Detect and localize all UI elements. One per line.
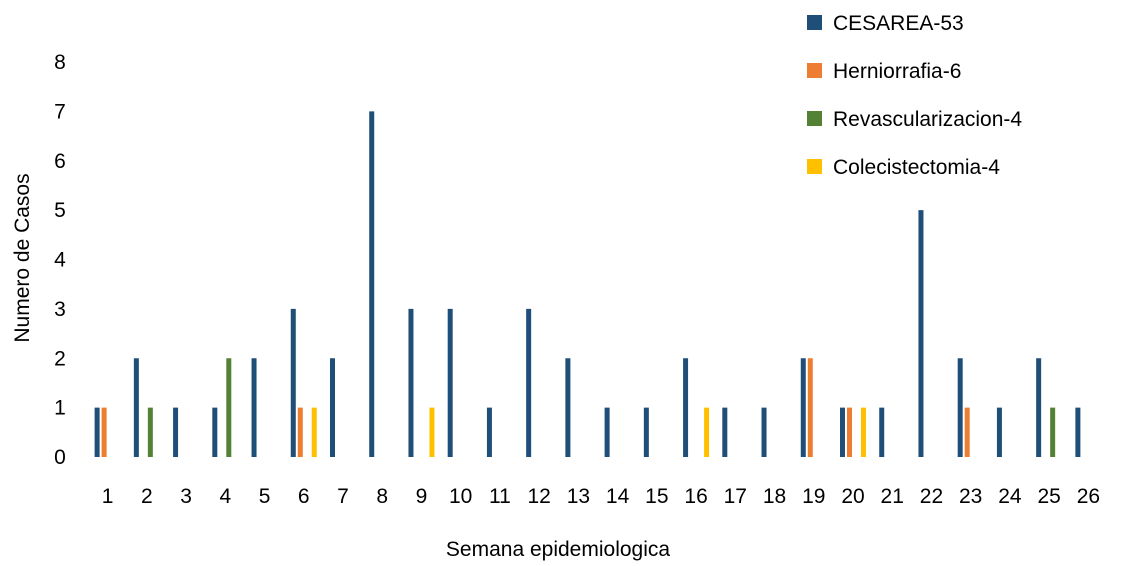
bar-1-week-19 [800,358,806,457]
x-tick-label: 25 [1037,485,1060,508]
y-tick-label: 3 [54,298,66,321]
x-tick-label: 24 [998,485,1022,508]
bars [94,111,1081,457]
bar-1-week-23 [957,358,963,457]
legend-swatch [807,111,822,126]
x-tick-label: 26 [1077,485,1100,508]
bar-1-week-20 [840,407,845,457]
x-tick-label: 21 [881,485,904,508]
y-axis-ticks: 0 1 2 3 4 5 6 7 8 [54,51,66,469]
x-axis-title: Semana epidemiologica [446,538,670,561]
bar-1-week-25 [1036,358,1042,457]
bar-2-week-1 [101,407,107,457]
bar-1-week-12 [526,308,532,457]
bar-1-week-9 [408,308,414,457]
bar-2-week-19 [807,358,813,457]
x-tick-label: 18 [763,485,786,508]
bar-1-week-17 [722,407,728,457]
bar-4-week-6 [311,407,317,457]
bar-1-week-21 [879,407,885,457]
x-tick-label: 13 [567,485,590,508]
bar-1-week-6 [290,308,296,457]
bar-1-week-1 [94,407,100,457]
bar-4-week-9 [429,407,435,457]
y-axis-title: Numero de Casos [11,173,34,342]
x-axis-ticks: 1 2 3 4 5 6 7 8 9 10 11 12 13 14 15 16 17 18 19 20 21 22 23 24 2… [102,485,1100,508]
bar-1-week-18 [761,407,767,457]
bar-1-week-16 [683,358,689,457]
x-tick-label: 11 [489,485,511,508]
legend-label: Colecistectomia-4 [833,156,1000,179]
bar-1-week-8 [369,111,375,457]
bar-1-week-3 [173,407,179,457]
bar-1-week-24 [996,407,1002,457]
x-tick-label: 10 [449,485,472,508]
x-tick-label: 9 [416,485,428,508]
legend-label: CESAREA-53 [833,12,964,35]
bar-2-week-20 [847,407,852,457]
x-tick-label: 1 [102,485,114,508]
bar-3-week-2 [147,407,153,457]
x-tick-label: 17 [724,485,747,508]
x-tick-label: 20 [841,485,864,508]
x-tick-label: 23 [959,485,982,508]
bar-2-week-23 [964,407,970,457]
y-tick-label: 1 [54,397,66,420]
bar-1-week-22 [918,210,924,457]
bar-1-week-2 [133,358,139,457]
bar-3-week-4 [226,358,232,457]
legend-swatch [807,63,822,78]
legend-swatch [807,15,822,30]
x-tick-label: 8 [376,485,388,508]
legend-swatch [807,159,822,174]
bar-1-week-14 [604,407,610,457]
y-tick-label: 8 [54,51,66,74]
y-tick-label: 5 [54,199,66,222]
x-tick-label: 7 [337,485,349,508]
bar-1-week-5 [251,358,257,457]
bar-4-week-20 [861,407,866,457]
bar-3-week-25 [1050,407,1056,457]
x-tick-label: 3 [180,485,192,508]
bar-1-week-4 [212,407,218,457]
bar-1-week-10 [447,308,453,457]
y-tick-label: 6 [54,150,66,173]
x-tick-label: 2 [141,485,153,508]
x-tick-label: 15 [645,485,668,508]
bar-1-week-11 [486,407,492,457]
x-tick-label: 22 [920,485,943,508]
bar-4-week-16 [704,407,710,457]
legend-label: Herniorrafia-6 [833,60,961,83]
x-tick-label: 5 [259,485,271,508]
legend: CESAREA-53 Herniorrafia-6 Revascularizacio… [807,12,1022,179]
bar-2-week-6 [297,407,303,457]
x-tick-label: 6 [298,485,310,508]
x-tick-label: 19 [802,485,825,508]
bar-1-week-7 [330,358,335,457]
x-tick-label: 16 [684,485,707,508]
y-tick-label: 2 [54,347,66,370]
x-tick-label: 12 [527,485,550,508]
y-tick-label: 4 [54,249,66,272]
bar-1-week-26 [1075,407,1081,457]
y-tick-label: 0 [54,446,66,469]
x-tick-label: 14 [606,485,630,508]
y-tick-label: 7 [54,100,66,123]
legend-label: Revascularizacion-4 [833,108,1022,131]
x-tick-label: 4 [219,485,231,508]
bar-1-week-13 [565,358,571,457]
bar-1-week-15 [643,407,649,457]
